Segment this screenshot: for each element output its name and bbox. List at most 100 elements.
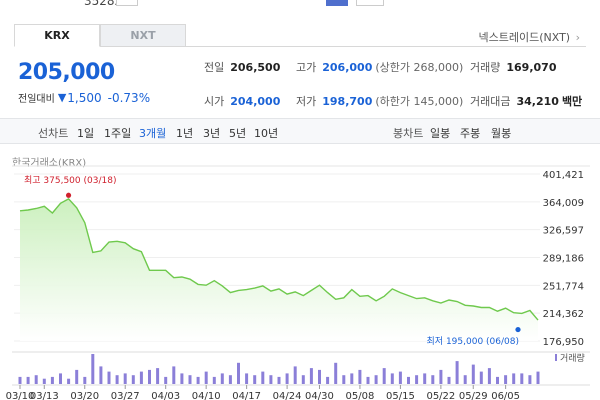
volume-bar: [358, 369, 362, 384]
volume-bar: [277, 376, 281, 384]
stat-unit: 백만: [561, 95, 583, 108]
stock-code: 352820: [84, 0, 130, 8]
volume-bar: [115, 375, 119, 384]
volume-bar: [220, 373, 224, 384]
volume-legend-swatch: [555, 354, 557, 361]
candle-monthly[interactable]: 월봉: [491, 127, 512, 140]
down-arrow-icon: ▼: [57, 91, 67, 104]
volume-bar: [59, 373, 62, 384]
stat-label: 거래량: [470, 61, 501, 74]
volume-bar: [366, 376, 370, 384]
x-tick-label: 03/10: [6, 391, 35, 400]
header-primary-button[interactable]: [326, 0, 348, 6]
stat-open: 시가 204,000: [204, 93, 280, 109]
stat-low: 저가 198,700 (하한가 145,000): [296, 93, 463, 109]
tab-krx[interactable]: KRX: [14, 24, 100, 47]
stat-sub: (상한가 268,000): [375, 61, 464, 74]
x-tick-label: 05/15: [386, 391, 415, 400]
y-tick-label: 326,597: [543, 226, 584, 237]
stat-value: 169,070: [506, 61, 557, 74]
volume-bar: [423, 373, 427, 384]
stat-prev-close: 전일 206,500: [204, 59, 280, 75]
x-tick-label: 03/27: [111, 391, 140, 400]
volume-bar: [26, 376, 30, 384]
stat-value: 198,700: [322, 95, 373, 108]
stat-value: 34,210: [516, 95, 559, 108]
volume-bar: [172, 366, 176, 384]
volume-bar: [455, 361, 459, 384]
volume-bar: [131, 375, 135, 384]
high-annotation-label: 최고 375,500 (03/18): [24, 175, 116, 186]
volume-bar: [496, 376, 499, 384]
stat-value: 206,500: [230, 61, 281, 74]
price-line: [19, 198, 539, 321]
candle-chart-label: 봉차트: [393, 127, 424, 140]
volume-bar: [293, 366, 297, 384]
x-tick-label: 05/08: [346, 391, 375, 400]
y-tick-label: 401,421: [543, 170, 584, 181]
volume-bar: [479, 371, 483, 384]
volume-bar: [520, 373, 524, 384]
volume-bar: [228, 375, 232, 384]
header-secondary-button[interactable]: [356, 0, 384, 6]
volume-bar: [91, 354, 95, 384]
volume-bar: [350, 373, 354, 384]
stat-value: 206,000: [322, 61, 373, 74]
header-chip-button[interactable]: [116, 0, 138, 6]
volume-bar: [390, 373, 394, 384]
period-3y[interactable]: 3년: [203, 127, 221, 140]
candle-daily[interactable]: 일봉: [430, 127, 451, 140]
low-marker: [515, 326, 521, 333]
volume-bar: [123, 373, 127, 384]
candle-weekly[interactable]: 주봉: [460, 127, 481, 140]
volume-bar: [107, 371, 111, 384]
price-chart: 401,421 364,009 326,597 289,186 251,774 214,3…: [6, 165, 590, 400]
chevron-right-icon: ›: [575, 31, 580, 44]
volume-bar: [212, 376, 216, 384]
period-1w[interactable]: 1주일: [104, 127, 132, 140]
change-percent: -0.73%: [107, 90, 151, 105]
volume-bar: [334, 362, 338, 384]
period-1y[interactable]: 1년: [176, 127, 194, 140]
volume-bar: [253, 375, 257, 384]
volume-bar: [34, 375, 38, 384]
volume-bar: [180, 373, 184, 384]
volume-bar: [374, 375, 378, 384]
volume-bar: [156, 368, 160, 384]
tab-nxt[interactable]: NXT: [100, 24, 186, 47]
period-5y[interactable]: 5년: [229, 127, 247, 140]
current-price: 205,000: [18, 60, 115, 85]
volume-bar: [415, 375, 419, 384]
y-tick-label: 176,950: [543, 337, 584, 348]
volume-bar: [471, 364, 475, 384]
period-1d[interactable]: 1일: [77, 127, 95, 140]
volume-bar: [431, 375, 435, 384]
volume-bar: [139, 371, 143, 384]
stat-label: 전일: [204, 61, 225, 74]
x-tick-label: 06/05: [491, 391, 520, 400]
y-tick-label: 251,774: [543, 281, 584, 292]
volume-bar: [326, 376, 330, 384]
nextrade-link-label: 넥스트레이드(NXT): [478, 31, 571, 44]
volume-bar: [285, 373, 289, 384]
volume-bar: [463, 375, 467, 384]
high-marker: [65, 192, 72, 198]
nextrade-link[interactable]: 넥스트레이드(NXT) ›: [479, 29, 581, 45]
y-tick-label: 214,362: [543, 309, 584, 320]
period-3m[interactable]: 3개월: [139, 127, 167, 140]
stat-value: 204,000: [230, 95, 281, 108]
volume-bar: [99, 366, 103, 384]
stat-label: 저가: [296, 95, 317, 108]
volume-bar: [528, 375, 532, 384]
line-chart-label: 선차트: [38, 127, 69, 140]
volume-bar: [245, 373, 249, 384]
market-tabs: KRX NXT: [14, 24, 186, 47]
change-label: 전일대비: [18, 94, 55, 105]
volume-bar: [67, 378, 71, 384]
period-10y[interactable]: 10년: [254, 127, 279, 140]
x-tick-label: 05/29: [459, 391, 488, 400]
period-toolbar: 선차트 1일 1주일 3개월 1년 3년 5년 10년 봉차트 일봉 주봉 월봉: [0, 118, 600, 144]
volume-bar: [382, 368, 386, 384]
volume-bar: [439, 369, 443, 384]
volume-bar: [196, 376, 200, 384]
